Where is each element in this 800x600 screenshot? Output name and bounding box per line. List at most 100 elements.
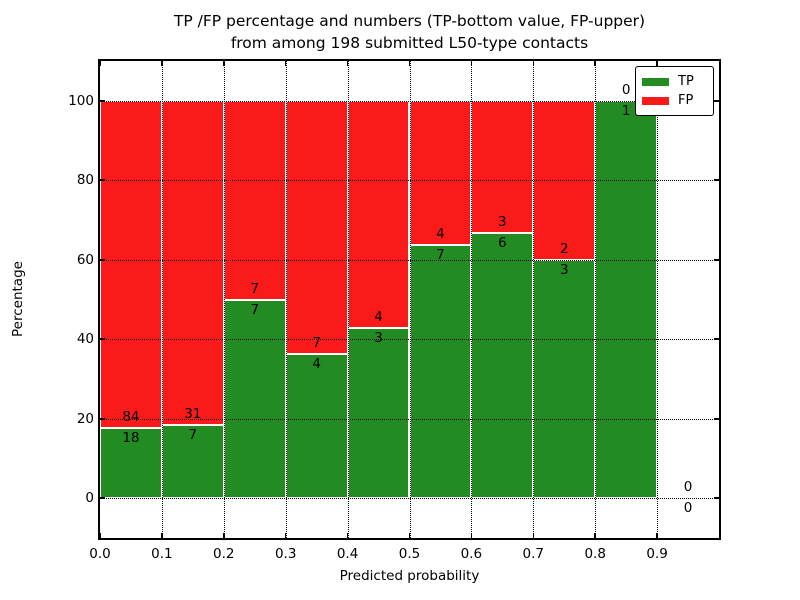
chart-title-line2: from among 198 submitted L50-type contac… bbox=[230, 34, 589, 52]
y-tickmark-left-80 bbox=[100, 179, 105, 182]
tp-bar-segment-5 bbox=[409, 245, 472, 499]
gridline-x-0.7 bbox=[533, 61, 535, 538]
chart-title: TP /FP percentage and numbers (TP-bottom… bbox=[100, 10, 719, 54]
x-tickmark-bottom-0.1 bbox=[161, 533, 163, 538]
y-axis-label: Percentage bbox=[10, 261, 26, 337]
fp-count-label-1: 31 bbox=[184, 406, 202, 423]
y-tickmark-left-40 bbox=[100, 338, 105, 341]
gridline-x-0.1 bbox=[161, 61, 163, 538]
x-tickmark-top-0.7 bbox=[532, 61, 535, 66]
tp-legend-swatch bbox=[642, 77, 669, 86]
legend-label-fp: FP bbox=[678, 92, 694, 108]
fp-bar-segment-3 bbox=[285, 100, 348, 354]
x-tick-label-0.2: 0.2 bbox=[213, 546, 235, 562]
x-tick-label-0.1: 0.1 bbox=[151, 546, 173, 562]
chart-title-line1: TP /FP percentage and numbers (TP-bottom… bbox=[173, 12, 646, 30]
gridline-x-0.5 bbox=[409, 61, 411, 538]
tp-count-label-4: 3 bbox=[374, 329, 383, 346]
y-tickmark-left-100 bbox=[100, 99, 105, 102]
tp-bar-segment-8 bbox=[595, 100, 658, 499]
tp-bar-segment-3 bbox=[285, 353, 348, 499]
fp-count-label-0: 84 bbox=[122, 409, 140, 426]
x-tickmark-bottom-0.4 bbox=[346, 533, 349, 538]
y-tickmark-right-40 bbox=[714, 338, 719, 341]
fp-count-label-2: 7 bbox=[250, 280, 260, 297]
fp-bar-segment-4 bbox=[347, 100, 410, 328]
x-tickmark-top-0.6 bbox=[470, 61, 473, 66]
gridline-x-0.2 bbox=[223, 61, 225, 538]
y-tickmark-left-0 bbox=[100, 497, 105, 500]
tp-bar-segment-6 bbox=[471, 233, 534, 499]
x-tickmark-bottom-0.7 bbox=[532, 533, 535, 538]
fp-bar-segment-6 bbox=[471, 100, 534, 234]
fp-count-label-3: 7 bbox=[312, 334, 321, 351]
fp-count-label-6: 3 bbox=[498, 214, 507, 231]
tp-count-label-2: 7 bbox=[250, 301, 260, 318]
y-tickmark-right-60 bbox=[714, 258, 719, 261]
gridline-x-0.9 bbox=[657, 61, 659, 538]
fp-count-label-9: 0 bbox=[683, 479, 693, 496]
legend-label-tp: TP bbox=[678, 73, 694, 89]
x-tick-label-0.8: 0.8 bbox=[584, 546, 606, 562]
legend: TP FP bbox=[635, 66, 714, 116]
tp-count-label-6: 6 bbox=[498, 235, 507, 252]
y-tickmark-right-20 bbox=[714, 417, 719, 420]
x-tickmark-bottom-0.3 bbox=[284, 533, 287, 538]
y-tickmark-left-20 bbox=[100, 417, 105, 420]
x-tickmark-bottom-0.6 bbox=[470, 533, 473, 538]
x-tick-label-0.0: 0.0 bbox=[89, 546, 111, 562]
y-tickmark-right-80 bbox=[714, 179, 719, 182]
x-tickmark-bottom-0.5 bbox=[408, 533, 411, 538]
x-tick-label-0.4: 0.4 bbox=[336, 546, 359, 562]
tp-count-label-5: 7 bbox=[436, 247, 445, 264]
tp-count-label-7: 3 bbox=[559, 261, 569, 278]
x-axis-label: Predicted probability bbox=[339, 568, 480, 584]
x-tickmark-top-0.4 bbox=[346, 61, 349, 66]
x-tick-label-0.6: 0.6 bbox=[460, 546, 483, 562]
fp-bar-segment-1 bbox=[161, 100, 224, 426]
x-tick-label-0.9: 0.9 bbox=[646, 546, 668, 562]
x-tick-label-0.7: 0.7 bbox=[522, 546, 545, 562]
x-tickmark-bottom-0.9 bbox=[656, 533, 658, 538]
gridline-x-0.6 bbox=[471, 61, 473, 538]
y-tick-label-100: 100 bbox=[68, 92, 94, 109]
tp-count-label-1: 7 bbox=[188, 427, 198, 444]
y-tick-label-60: 60 bbox=[76, 251, 94, 268]
y-tickmark-right-0 bbox=[714, 497, 719, 500]
fp-bar-segment-0 bbox=[100, 100, 162, 429]
tp-count-label-3: 4 bbox=[312, 355, 321, 372]
fp-count-label-5: 4 bbox=[436, 226, 445, 243]
y-tick-label-40: 40 bbox=[76, 331, 94, 348]
tp-count-label-8: 1 bbox=[621, 102, 631, 119]
x-tickmark-top-0.8 bbox=[594, 61, 596, 66]
x-tickmark-top-0.5 bbox=[408, 61, 411, 66]
x-tickmark-bottom-0.2 bbox=[223, 533, 225, 538]
tp-bar-segment-7 bbox=[533, 259, 596, 499]
gridline-x-0.3 bbox=[285, 61, 287, 538]
x-tickmark-top-0.0 bbox=[99, 61, 101, 66]
x-tickmark-top-0.2 bbox=[223, 61, 225, 66]
x-tick-label-0.3: 0.3 bbox=[274, 546, 297, 562]
gridline-x-0.8 bbox=[595, 61, 597, 538]
y-tick-label-0: 0 bbox=[85, 490, 94, 507]
legend-row-tp: TP bbox=[642, 72, 707, 91]
y-tickmark-right-100 bbox=[714, 99, 719, 102]
x-tickmark-top-0.1 bbox=[161, 61, 163, 66]
x-tickmark-top-0.9 bbox=[656, 61, 658, 66]
x-tick-label-0.5: 0.5 bbox=[398, 546, 421, 562]
fp-legend-swatch bbox=[642, 96, 669, 105]
x-tickmark-bottom-0.8 bbox=[594, 533, 596, 538]
fp-count-label-8: 0 bbox=[621, 81, 631, 98]
y-tick-label-20: 20 bbox=[76, 410, 94, 427]
fp-bar-segment-5 bbox=[409, 100, 472, 246]
tp-count-label-9: 0 bbox=[683, 500, 693, 517]
fp-count-label-4: 4 bbox=[374, 308, 383, 325]
tp-bar-segment-4 bbox=[347, 327, 410, 499]
y-tickmark-left-60 bbox=[100, 258, 105, 261]
plot-area: 84 18 31 7 7 7 7 4 4 3 4 7 3 6 2 3 0 1 0 0 TP FP bbox=[98, 59, 721, 540]
y-tick-label-80: 80 bbox=[76, 172, 94, 189]
tp-count-label-0: 18 bbox=[122, 430, 140, 447]
fp-count-label-7: 2 bbox=[559, 240, 569, 257]
x-tickmark-bottom-0.0 bbox=[99, 533, 101, 538]
